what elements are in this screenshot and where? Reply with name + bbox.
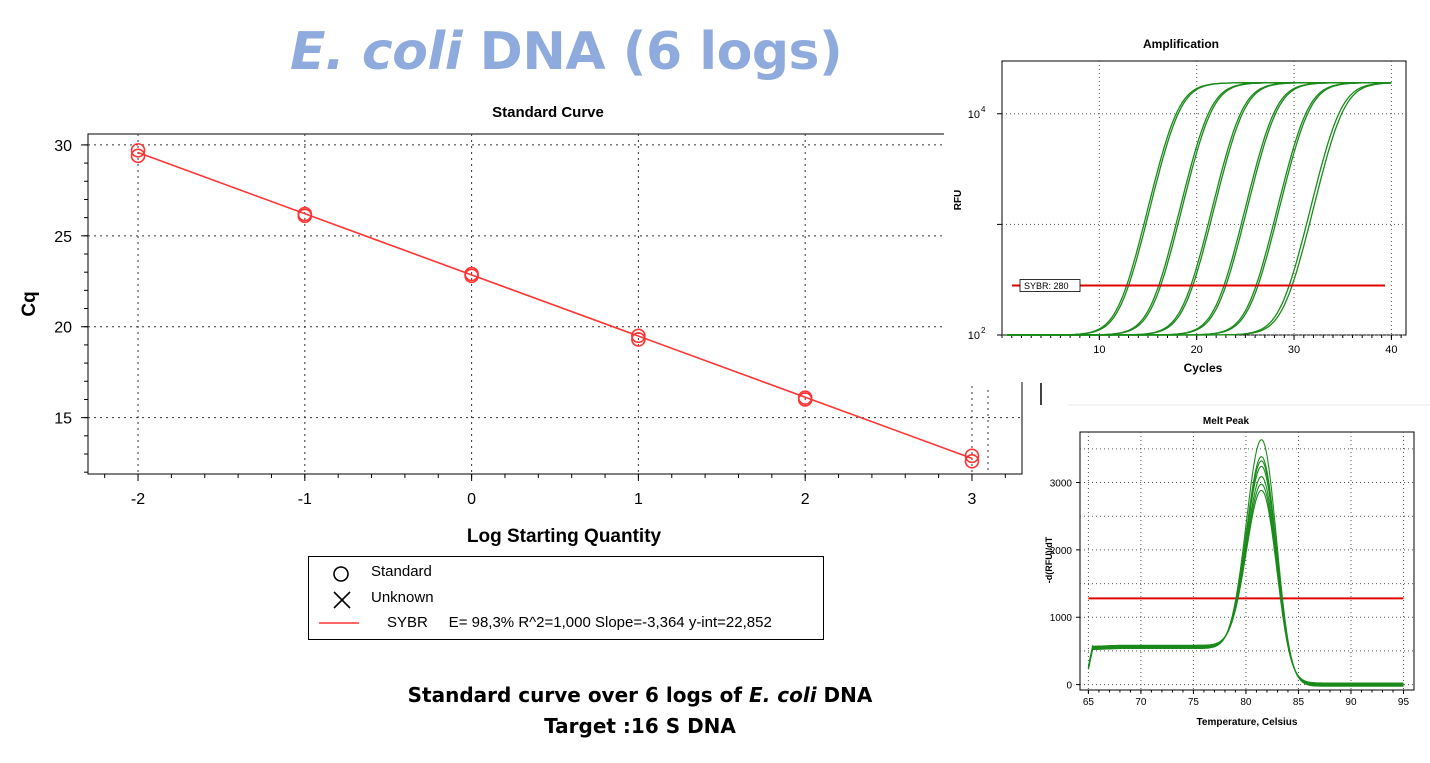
amp-ytick-label: 10: [968, 109, 980, 121]
legend-label-sybr: SYBR E= 98,3% R^2=1,000 Slope=-3,364 y-i…: [387, 614, 772, 631]
amp-xtick-label: 10: [1093, 344, 1105, 356]
sc-point: [464, 268, 479, 284]
melt-ytick-label: 2000: [1050, 546, 1073, 557]
melt-ytick-label: 0: [1066, 681, 1072, 692]
melt-ylabel: -d(RFU)/dT: [1044, 536, 1054, 583]
caption-line-1-post: DNA: [816, 683, 873, 707]
amp-xtick-label: 40: [1385, 344, 1397, 356]
amp-ytick-exponent: 4: [981, 105, 986, 114]
sc-xtick-label: 1: [634, 491, 643, 508]
melt-xlabel: Temperature, Celsius: [1197, 717, 1298, 728]
sc-xtick-label: 3: [968, 491, 977, 508]
circle-icon: [333, 566, 349, 582]
sc-point: [130, 148, 146, 164]
amp-xtick-label: 30: [1288, 344, 1300, 356]
melt-xtick-label: 65: [1083, 697, 1095, 708]
sc-point: [964, 448, 980, 464]
amp-xtick-label: 20: [1191, 344, 1203, 356]
sc-xtick-label: 2: [801, 491, 810, 508]
melt-background: [1040, 404, 1430, 734]
melt-xtick-label: 70: [1135, 697, 1147, 708]
standard-curve-xlabel: Log Starting Quantity: [467, 526, 662, 547]
amp-threshold-label: SYBR: 280: [1024, 281, 1069, 291]
sc-point: [297, 208, 313, 224]
legend-label-unknown: Unknown: [371, 589, 434, 606]
standard-curve-points: [130, 143, 980, 469]
caption: Standard curve over 6 logs of E. coli DN…: [290, 680, 990, 742]
amplification-threshold: SYBR: 280: [1012, 279, 1385, 292]
melt-xtick-label: 95: [1398, 697, 1410, 708]
caption-line-1-pre: Standard curve over 6 logs of: [407, 683, 750, 707]
melt-xtick-label: 85: [1293, 697, 1305, 708]
melt-xtick-label: 75: [1188, 697, 1200, 708]
melt-xtick-label: 80: [1240, 697, 1252, 708]
melt-grid: [1080, 432, 1414, 690]
line-icon: [319, 622, 359, 624]
amplification-xlabel: Cycles: [1184, 361, 1223, 375]
amp-curve: [1006, 82, 1392, 336]
sc-xtick-label: 0: [467, 491, 476, 508]
sc-ytick-label: 15: [54, 411, 72, 428]
legend-label-standard: Standard: [371, 563, 432, 580]
main-title: E. coli DNA (6 logs): [290, 22, 843, 82]
sc-point: [631, 332, 646, 347]
melt-plot-frame: [1079, 431, 1415, 691]
sc-ytick-label: 20: [54, 320, 72, 337]
sc-point: [130, 143, 146, 158]
melt-ytick-label: 1000: [1050, 613, 1073, 624]
melt-title: Melt Peak: [1203, 416, 1250, 427]
amplification-curves: [1006, 82, 1392, 336]
cross-icon: [333, 591, 351, 609]
sc-point: [797, 392, 813, 407]
melt-ytick-label: 3000: [1050, 479, 1073, 490]
sc-ytick-label: 25: [54, 229, 72, 246]
melt-xtick-label: 90: [1345, 697, 1357, 708]
standard-curve-legend: Standard Unknown SYBR E= 98,3% R^2=1,000…: [308, 556, 824, 640]
sc-point: [964, 453, 980, 469]
sc-xtick-label: -1: [298, 491, 312, 508]
melt-curves: [1087, 439, 1404, 687]
caption-line-1: Standard curve over 6 logs of E. coli DN…: [290, 680, 990, 711]
sc-fit-line: [137, 151, 973, 460]
standard-curve-fit: [137, 151, 973, 460]
amp-ytick-label: 10: [968, 330, 980, 342]
amplification-ylabel: RFU: [953, 190, 964, 211]
caption-line-2: Target :16 S DNA: [544, 714, 736, 738]
title-rest: DNA (6 logs): [462, 22, 843, 82]
melt-curve: [1087, 489, 1404, 684]
standard-curve-ylabel: Cq: [19, 291, 40, 316]
sc-point: [631, 328, 646, 344]
melt-ticks: 65 70 75 80 85 90 95 0 1000 2000 3000: [1050, 479, 1410, 708]
caption-line-1-italic: E. coli: [749, 683, 817, 707]
title-italic: E. coli: [290, 22, 463, 82]
amplification-title: Amplification: [1143, 37, 1219, 51]
sc-xtick-label: -2: [131, 491, 145, 508]
standard-curve-ticks: -2 -1 0 1 2 3 15 20 25 30: [54, 138, 1006, 508]
amp-ytick-exponent: 2: [981, 326, 986, 335]
amp-threshold-box: [1019, 279, 1081, 292]
sc-ytick-label: 30: [54, 138, 72, 155]
standard-curve-title: Standard Curve: [492, 104, 604, 121]
